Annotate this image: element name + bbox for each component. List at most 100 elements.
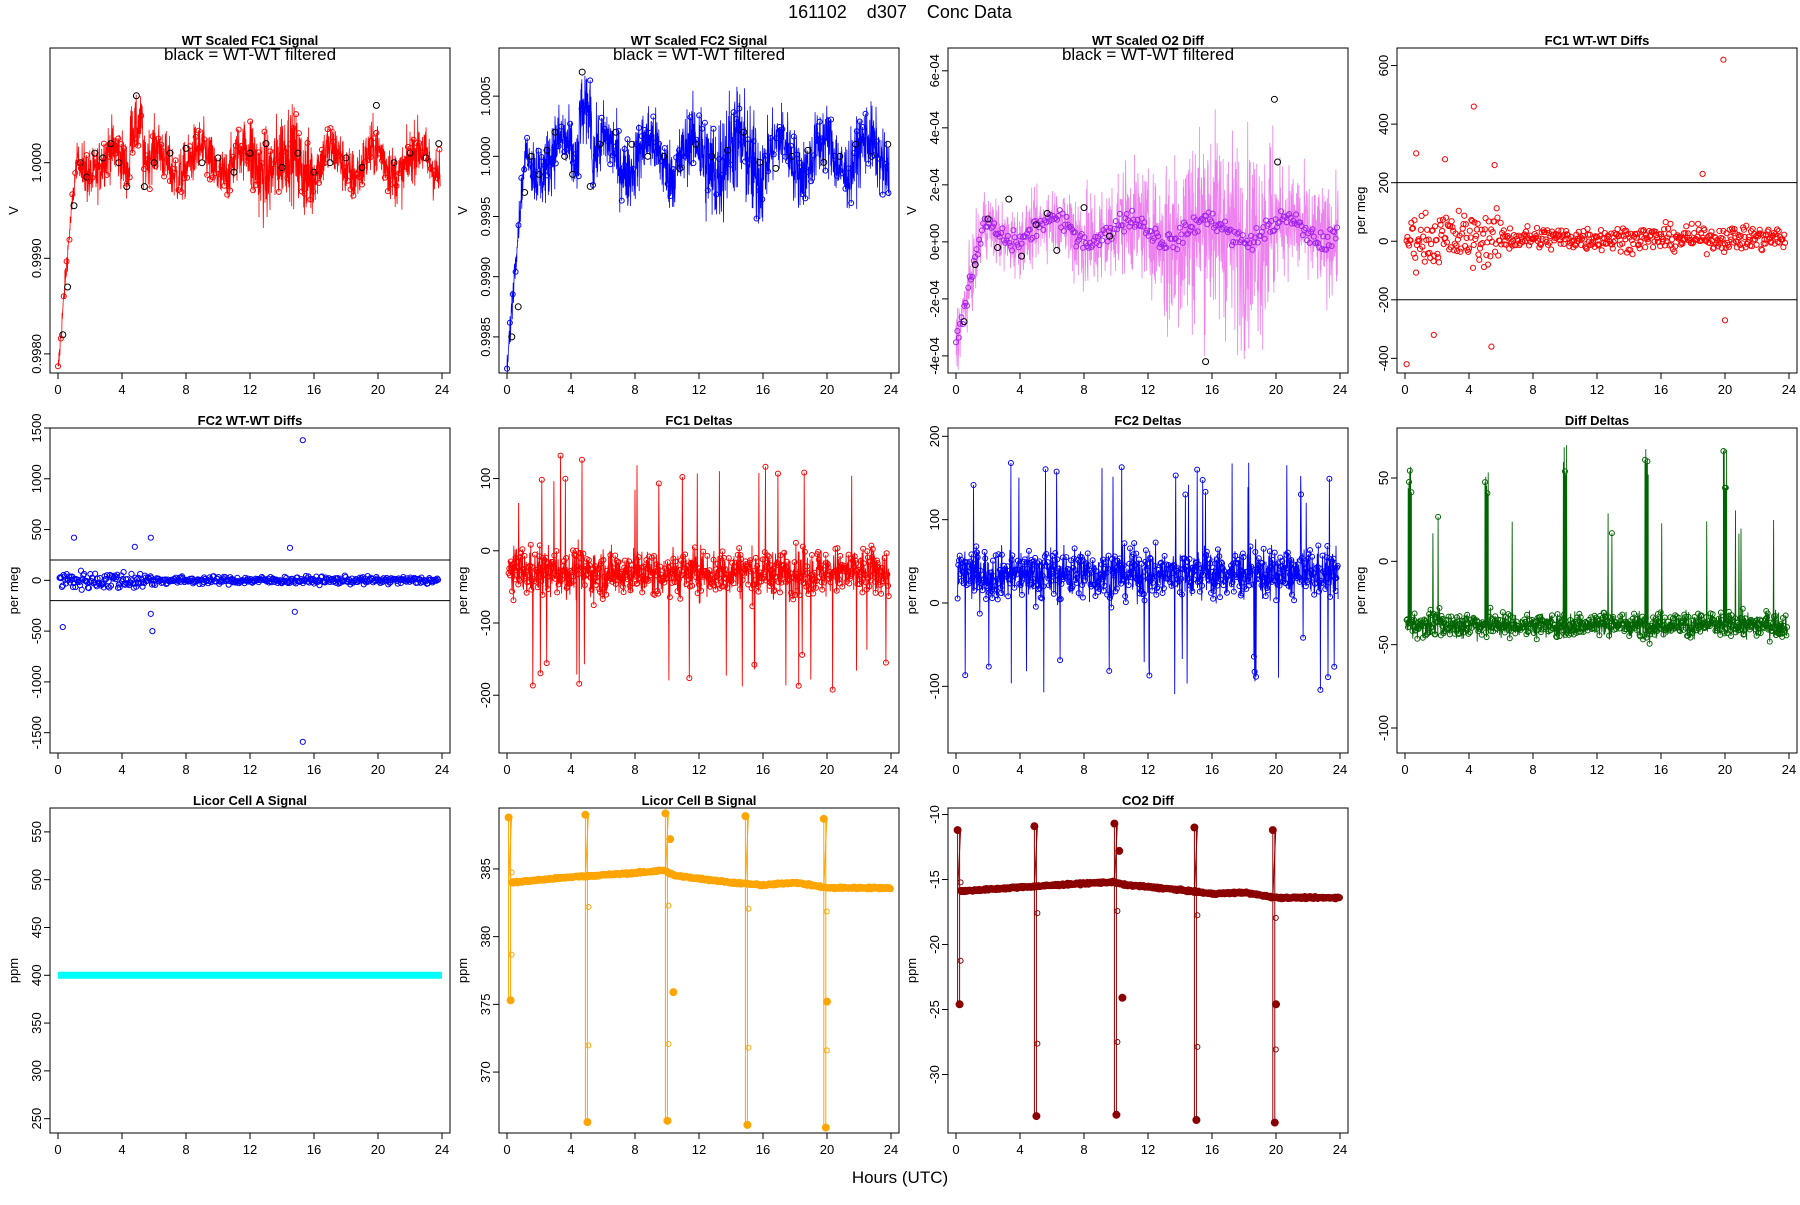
data-point [1549, 247, 1554, 252]
x-tick-label: 0 [503, 382, 510, 397]
x-tick-label: 4 [567, 382, 574, 397]
data-point [1462, 213, 1467, 218]
x-tick-label: 12 [692, 1142, 706, 1157]
x-tick-label: 8 [1080, 382, 1087, 397]
y-tick-label: -200 [478, 682, 493, 708]
spike-top-point [505, 814, 512, 821]
data-point [1599, 248, 1604, 253]
filtered-point [373, 102, 379, 108]
x-tick-label: 12 [692, 762, 706, 777]
spike-mid-point [824, 1048, 829, 1053]
y-tick-label: 1000 [29, 464, 44, 493]
data-point [1704, 252, 1709, 257]
outlier-point [148, 611, 153, 616]
data-point [1449, 219, 1454, 224]
x-tick-label: 8 [1529, 382, 1536, 397]
data-point [1615, 227, 1620, 232]
data-point [1637, 246, 1642, 251]
x-tick-label: 0 [1401, 762, 1408, 777]
y-tick-label: -500 [29, 618, 44, 644]
spike-bottom-point [664, 1117, 671, 1124]
data-point [1475, 221, 1480, 226]
plot-area-wt-fc1 [56, 93, 442, 369]
y-tick-label: 400 [1376, 113, 1391, 135]
axis-frame [50, 48, 450, 373]
filtered-point [645, 153, 651, 159]
y-tick-label: 100 [478, 468, 493, 490]
spike-top-point [742, 813, 749, 820]
y-tick-label: 0 [29, 577, 44, 584]
y-tick-label: 450 [29, 917, 44, 939]
x-tick-label: 0 [503, 1142, 510, 1157]
x-tick-label: 12 [1590, 382, 1604, 397]
plot-area-fc2-deltas [955, 460, 1340, 694]
y-tick-label: 0 [927, 599, 942, 606]
x-tick-label: 16 [756, 382, 770, 397]
data-point [1422, 259, 1427, 264]
outlier-point [148, 535, 153, 540]
x-tick-label: 24 [1333, 382, 1347, 397]
data-point [1668, 221, 1673, 226]
outlier-point [292, 609, 297, 614]
plot-area-wt-o2 [954, 96, 1340, 370]
y-tick-label: 0e+00 [927, 224, 942, 261]
y-axis-label: V [6, 206, 21, 215]
x-tick-label: 8 [631, 382, 638, 397]
y-tick-label: 380 [478, 926, 493, 948]
data-point [1696, 221, 1701, 226]
axis-frame [50, 808, 450, 1133]
x-tick-label: 12 [243, 382, 257, 397]
y-tick-label: 0 [1376, 238, 1391, 245]
filtered-point [436, 141, 442, 147]
x-tick-label: 24 [435, 762, 449, 777]
panel-annotation: black = WT-WT filtered [164, 45, 336, 64]
data-point [1474, 233, 1479, 238]
data-point [1413, 270, 1418, 275]
data-point [1436, 260, 1441, 265]
data-point [1782, 232, 1787, 237]
spike-mid-point [666, 1041, 671, 1046]
x-tick-label: 4 [118, 1142, 125, 1157]
x-tick-label: 20 [820, 382, 834, 397]
x-tick-label: 4 [1465, 762, 1472, 777]
y-tick-label: 400 [29, 964, 44, 986]
y-tick-label: 0.9990 [478, 257, 493, 297]
x-tick-label: 24 [1333, 762, 1347, 777]
x-tick-label: 12 [1141, 762, 1155, 777]
baseline-point [887, 886, 893, 892]
y-tick-label: 1.0005 [478, 76, 493, 116]
y-tick-label: 0.9980 [29, 334, 44, 374]
x-tick-label: 24 [884, 762, 898, 777]
data-point [1498, 220, 1503, 225]
x-tick-label: 8 [1080, 762, 1087, 777]
data-point [1418, 227, 1423, 232]
x-tick-label: 20 [1269, 382, 1283, 397]
signal-point [1057, 208, 1062, 213]
data-point [1507, 226, 1512, 231]
y-tick-label: 0 [478, 547, 493, 554]
axis-frame [1397, 428, 1797, 753]
data-point [1476, 252, 1481, 257]
spike-mid-point [666, 903, 671, 908]
data-point [1495, 215, 1500, 220]
y-tick-label: 500 [29, 519, 44, 541]
data-point [1441, 241, 1446, 246]
outlier-point [1489, 344, 1494, 349]
x-tick-label: 4 [567, 1142, 574, 1157]
spike-bottom-point [584, 1119, 591, 1126]
y-tick-label: -1500 [29, 716, 44, 749]
plot-area-fc1-wtwt [1397, 57, 1797, 367]
y-tick-label: -100 [478, 610, 493, 636]
data-point [1428, 241, 1433, 246]
x-tick-label: 8 [631, 1142, 638, 1157]
x-tick-label: 16 [756, 762, 770, 777]
x-tick-label: 8 [182, 382, 189, 397]
filtered-point [1271, 96, 1277, 102]
panel-title: FC1 WT-WT Diffs [1545, 33, 1650, 48]
x-tick-label: 20 [371, 762, 385, 777]
